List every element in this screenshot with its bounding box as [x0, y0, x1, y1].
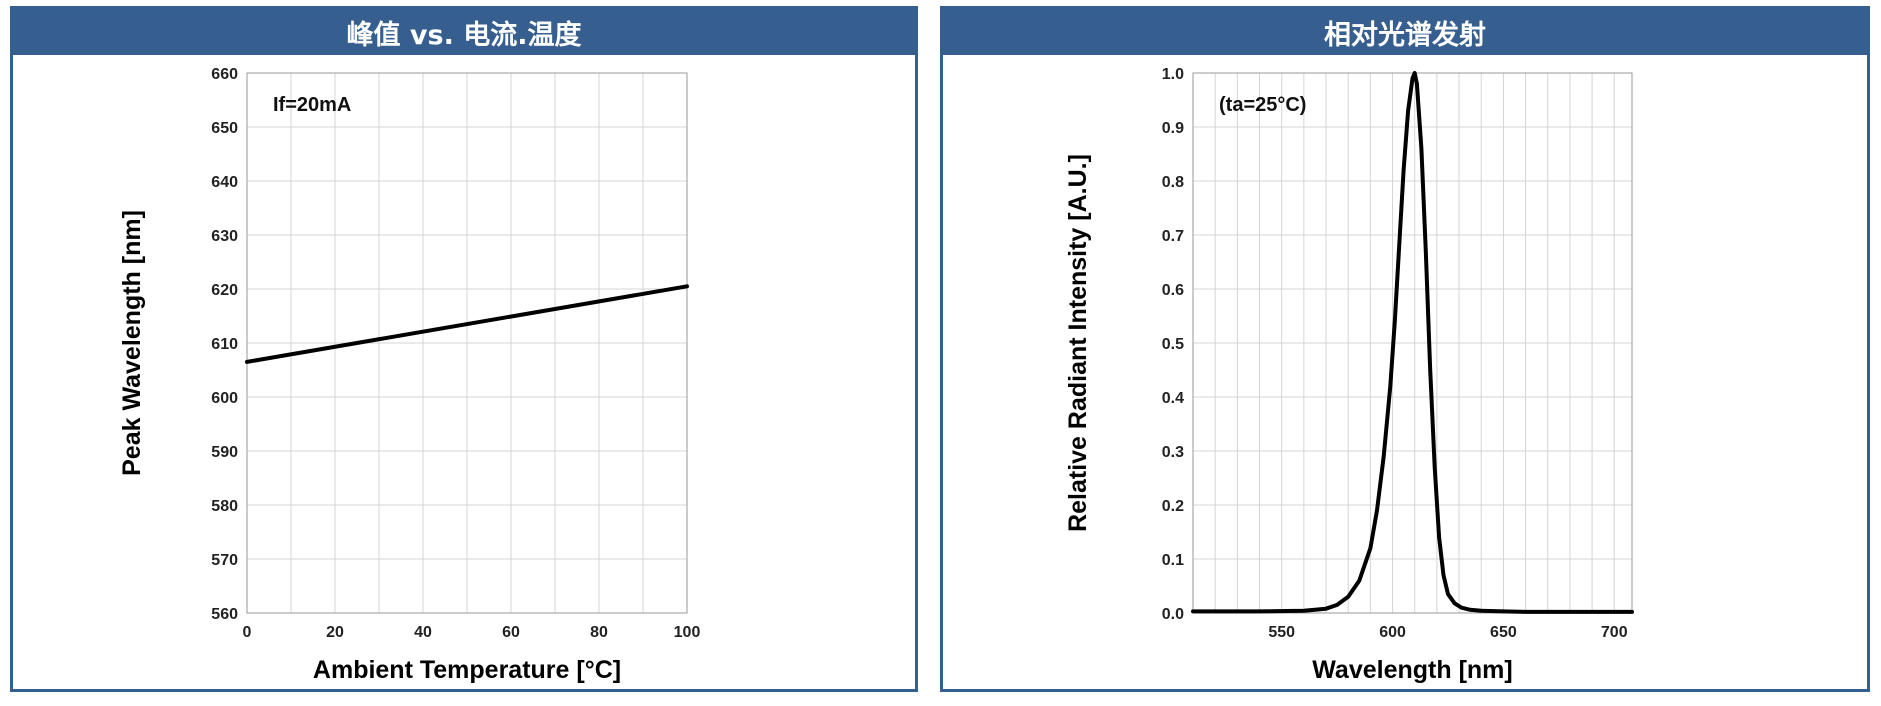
x-tick-label: 60 [502, 624, 520, 641]
x-tick-label: 700 [1601, 624, 1628, 641]
y-tick-label: 640 [211, 174, 238, 191]
y-tick-label: 560 [211, 606, 238, 623]
y-tick-label: 0.3 [1162, 444, 1184, 461]
spectrum-panel: 相对光谱发射 0.0 0.1 0.2 0.3 0.4 0.5 0.6 0.7 0.8 0.9 1.0… [940, 6, 1870, 692]
series-line [1191, 71, 1634, 614]
y-tick-label: 570 [211, 552, 238, 569]
spectrum-chart: 0.0 0.1 0.2 0.3 0.4 0.5 0.6 0.7 0.8 0.9 1.0 550 600 6… [1064, 66, 1634, 684]
plot-frame [246, 72, 688, 614]
y-tick-label: 630 [211, 228, 238, 245]
chart-annotation: If=20mA [273, 94, 351, 116]
series-line [245, 284, 689, 364]
x-tick-label: 550 [1268, 624, 1295, 641]
peak-wavelength-chart: 560 570 580 590 600 610 620 630 640 650 660 0 20 40 60… [118, 66, 701, 684]
y-tick-label: 0.1 [1162, 552, 1184, 569]
panel-title: 峰值 vs. 电流.温度 [13, 9, 915, 55]
y-tick-label: 0.6 [1162, 282, 1184, 299]
y-tick-label: 610 [211, 336, 238, 353]
y-tick-label: 0.8 [1162, 174, 1184, 191]
y-tick-label: 580 [211, 498, 238, 515]
x-tick-label: 80 [590, 624, 608, 641]
y-tick-label: 0.0 [1162, 606, 1184, 623]
x-tick-label: 600 [1379, 624, 1406, 641]
x-tick-label: 20 [326, 624, 344, 641]
y-tick-label: 660 [211, 66, 238, 83]
y-axis-title: Relative Radiant Intensity [A.U.] [1064, 154, 1092, 532]
y-tick-label: 1.0 [1162, 66, 1184, 83]
y-tick-label: 620 [211, 282, 238, 299]
y-tick-label: 0.4 [1162, 390, 1184, 407]
x-axis-title: Ambient Temperature [°C] [313, 656, 621, 684]
panel-title: 相对光谱发射 [943, 9, 1867, 55]
x-axis-title: Wavelength [nm] [1312, 656, 1512, 684]
x-tick-label: 650 [1490, 624, 1517, 641]
y-tick-label: 0.7 [1162, 228, 1184, 245]
chart-annotation: (ta=25°C) [1219, 94, 1306, 116]
peak-wavelength-panel: 峰值 vs. 电流.温度 560 570 580 590 600 610 620 630 640… [10, 6, 918, 692]
x-tick-label: 100 [674, 624, 701, 641]
y-axis-title: Peak Wavelength [nm] [118, 210, 146, 476]
y-tick-label: 0.2 [1162, 498, 1184, 515]
plot-frame [1192, 72, 1633, 614]
y-tick-label: 0.9 [1162, 120, 1184, 137]
y-tick-label: 0.5 [1162, 336, 1184, 353]
y-tick-label: 590 [211, 444, 238, 461]
y-tick-label: 600 [211, 390, 238, 407]
x-tick-label: 40 [414, 624, 432, 641]
x-tick-label: 0 [243, 624, 252, 641]
y-tick-label: 650 [211, 120, 238, 137]
